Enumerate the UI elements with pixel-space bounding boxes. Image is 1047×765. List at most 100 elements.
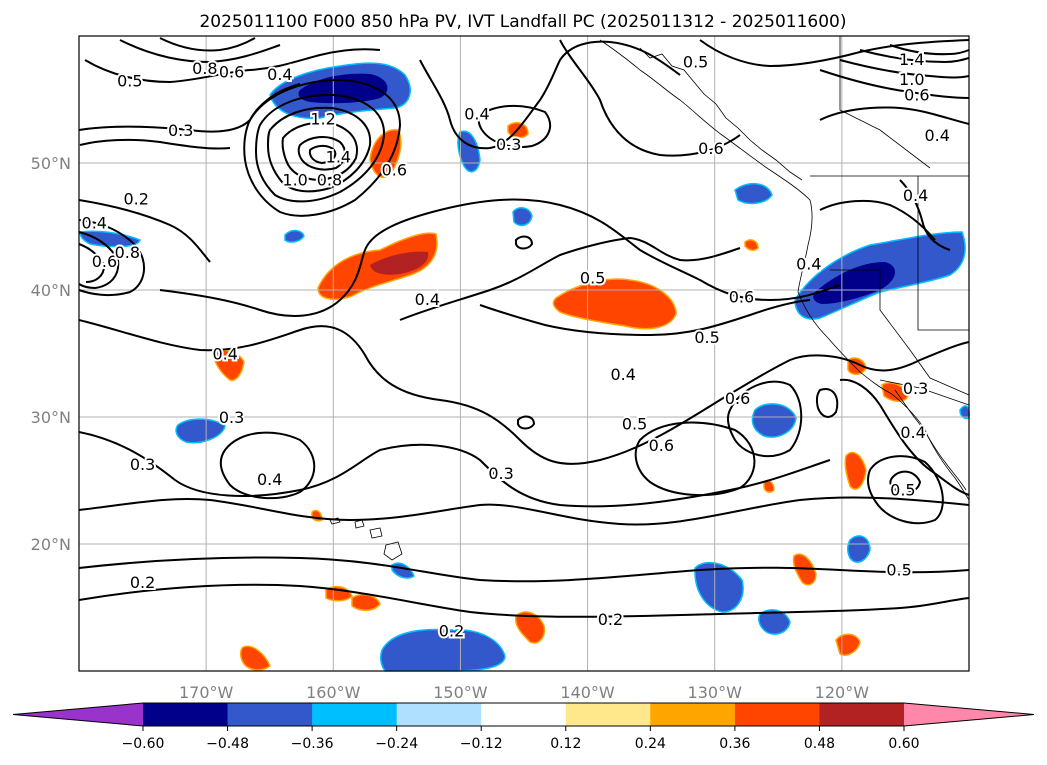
- contour-labels: 0.50.8 0.6 0.40.31.21.41.0 0.80.60.40.30.50…: [80, 48, 952, 642]
- pv-region-positive: [844, 451, 867, 490]
- canada-interior-border: [839, 36, 931, 169]
- contour-label: 0.8: [192, 59, 217, 78]
- contour-label: 0.6: [382, 160, 407, 179]
- pv-contour-line: [78, 431, 831, 508]
- pv-contour-line: [78, 319, 970, 465]
- pv-region-negative: [751, 403, 797, 438]
- contour-label: 0.4: [82, 214, 107, 233]
- map-panel: 0.50.8 0.6 0.40.31.21.41.0 0.80.60.40.30.50…: [78, 35, 970, 672]
- contour-label: 0.5: [580, 268, 605, 287]
- contour-label: 0.3: [496, 135, 521, 154]
- colorbar-segment: [312, 703, 398, 726]
- pv-region-positive: [552, 278, 677, 330]
- contour-label: 0.5: [622, 414, 647, 433]
- lon-tick-label: 160°W: [306, 683, 361, 702]
- contour-label: 0.8: [115, 243, 140, 262]
- axis-tick-labels: 170°W 160°W 150°W 140°W 130°W 120°W 50°N 40°N 30…: [31, 154, 870, 702]
- contour-label: 0.3: [130, 455, 155, 474]
- pv-contour-lines: [78, 37, 970, 618]
- colorbar-segment: [565, 703, 651, 726]
- lat-tick-label: 20°N: [31, 535, 71, 554]
- pv-region-positive: [514, 611, 546, 644]
- contour-label: 0.4: [903, 186, 928, 205]
- contour-label: 0.5: [683, 52, 708, 71]
- contour-label: 1.0: [899, 70, 924, 89]
- colorbar-tick-label: 0.36: [719, 736, 750, 752]
- pv-contour-line: [399, 236, 741, 321]
- pv-region-negative: [284, 229, 305, 243]
- colorbar-tick-label: −0.12: [460, 736, 503, 752]
- pv-contour-line: [839, 59, 970, 79]
- pv-contour-line: [78, 556, 970, 583]
- pv-contour-line: [634, 421, 756, 497]
- contour-label: 0.3: [219, 408, 244, 427]
- contour-label: 0.3: [168, 121, 193, 140]
- lon-tick-label: 170°W: [179, 683, 234, 702]
- colorbar-segment: [396, 703, 482, 726]
- colorbar-tick-label: −0.36: [291, 736, 334, 752]
- colorbar-extend-min: [13, 703, 143, 726]
- colorbar-extend-max: [904, 703, 1034, 726]
- contour-label: 1.4: [326, 148, 351, 167]
- pv-region-negative: [758, 609, 791, 635]
- contour-label: 1.2: [310, 110, 335, 129]
- lat-tick-label: 40°N: [31, 281, 71, 300]
- pv-region-positive: [212, 349, 245, 382]
- colorbar-tick-label: −0.60: [122, 736, 165, 752]
- contour-label: 0.5: [886, 560, 911, 579]
- lon-tick-label: 130°W: [688, 683, 743, 702]
- pv-contour-line: [308, 144, 337, 165]
- contour-label: 0.4: [257, 470, 282, 489]
- contour-label: 0.2: [598, 610, 623, 629]
- us-mexico-border: [879, 379, 970, 406]
- contour-label: 0.6: [729, 287, 754, 306]
- pv-contour-line: [78, 199, 211, 263]
- pv-contour-line: [889, 44, 970, 56]
- pv-contour-line: [867, 455, 944, 525]
- baja-california-coast: [894, 389, 967, 491]
- pv-region-negative: [380, 628, 506, 672]
- colorbar-segment: [143, 703, 229, 726]
- pv-region-negative: [175, 418, 226, 444]
- pv-contour-line: [815, 388, 839, 418]
- hawaiian-islands: [329, 517, 403, 561]
- pv-contour-line: [159, 37, 256, 52]
- lon-tick-label: 140°W: [560, 683, 615, 702]
- alaska-panhandle-islands: [639, 47, 803, 181]
- contour-label: 0.6: [92, 252, 117, 271]
- contour-label: 0.6: [725, 389, 750, 408]
- pv-region-positive: [351, 593, 381, 611]
- pv-contour-line: [699, 39, 970, 68]
- pv-contour-line: [79, 138, 231, 150]
- contour-label: 0.2: [130, 573, 155, 592]
- contour-label: 0.6: [649, 436, 674, 455]
- pv-contour-line: [78, 496, 970, 526]
- pv-region-negative: [512, 207, 533, 227]
- pv-contour-line: [297, 136, 346, 171]
- pv-contour-line: [515, 235, 534, 250]
- pv-contour-line: [78, 243, 106, 283]
- contour-label: 0.4: [212, 345, 237, 364]
- lon-tick-label: 120°W: [815, 683, 870, 702]
- contour-label: 0.6: [219, 63, 244, 82]
- map-frame: [78, 35, 970, 672]
- contour-label: 0.3: [488, 464, 513, 483]
- pv-region-strong-positive: [370, 251, 429, 275]
- pv-region-negative: [847, 535, 871, 563]
- pv-contour-line: [899, 179, 951, 251]
- pv-region-positive: [744, 239, 759, 251]
- pv-contour-line: [254, 93, 386, 203]
- pv-contour-line: [477, 104, 552, 148]
- colorbar-tick-label: 0.48: [804, 736, 835, 752]
- contour-label: 0.5: [890, 480, 915, 499]
- pv-contour-line: [419, 40, 681, 150]
- pv-shaded-regions: [79, 62, 970, 672]
- lat-tick-label: 30°N: [31, 408, 71, 427]
- contour-label: 0.4: [415, 290, 440, 309]
- north-america-coastline: [599, 39, 970, 501]
- us-state-border: [830, 269, 970, 396]
- pv-region-strong-negative: [813, 262, 896, 304]
- contour-label: 0.4: [610, 365, 635, 384]
- pv-contour-line: [78, 583, 970, 618]
